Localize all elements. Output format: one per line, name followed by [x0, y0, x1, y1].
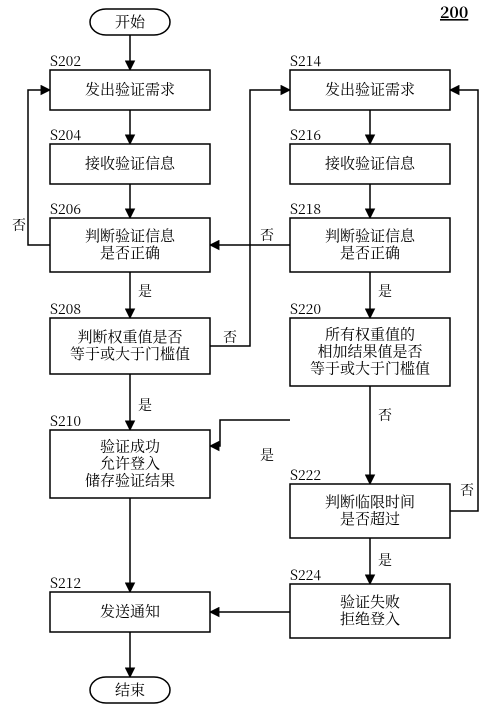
step-label-11: S220 [290, 299, 321, 319]
flowchart-canvas: 开始结束发出验证需求接收验证信息判断验证信息是否正确判断权重值是否等于或大于门槛… [0, 0, 500, 709]
edge-label-8: 否 [223, 327, 237, 347]
edge-label-3: 是 [138, 281, 152, 301]
node-s212: 发送通知 [50, 592, 210, 632]
node-s218: 判断验证信息是否正确 [290, 218, 450, 272]
node-s204-line0: 接收验证信息 [85, 153, 176, 174]
edge-label-15: 是 [378, 550, 392, 570]
node-s206-line1: 是否正确 [100, 242, 160, 263]
step-label-5: S212 [50, 573, 81, 593]
node-s208-line1: 等于或大于门槛值 [70, 343, 190, 364]
node-s208: 判断权重值是否等于或大于门槛值 [50, 318, 210, 374]
step-label-4: S210 [50, 411, 81, 431]
node-s224-line1: 拒绝登入 [340, 608, 400, 629]
edge-label-4: 是 [138, 395, 152, 415]
step-label-19: S214 [290, 51, 321, 71]
figure-number: 200 [440, 0, 468, 23]
node-s202: 发出验证需求 [50, 70, 210, 110]
node-s222-line1: 是否超过 [340, 508, 400, 529]
edge-8 [210, 90, 290, 346]
node-s216-line0: 接收验证信息 [325, 153, 416, 174]
edge-16 [450, 90, 478, 511]
edge-label-12: 否 [260, 225, 274, 245]
step-label-18: S202 [50, 51, 81, 71]
edge-13 [210, 420, 290, 446]
step-label-14: S222 [290, 465, 321, 485]
node-s204: 接收验证信息 [50, 144, 210, 184]
edge-label-11: 是 [378, 281, 392, 301]
step-label-3: S208 [50, 299, 81, 319]
step-label-10: S218 [290, 199, 321, 219]
node-s206: 判断验证信息是否正确 [50, 218, 210, 272]
node-s218-line1: 是否正确 [340, 242, 400, 263]
edge-label-16: 否 [460, 480, 474, 500]
node-s210: 验证成功允许登入储存验证结果 [50, 430, 210, 498]
node-s224: 验证失败拒绝登入 [290, 584, 450, 638]
start-label: 开始 [115, 11, 146, 32]
step-label-1: S204 [50, 125, 81, 145]
node-s210-line2: 储存验证结果 [85, 470, 175, 491]
edge-label-13: 是 [260, 445, 274, 465]
end-label: 结束 [115, 679, 145, 700]
node-s222: 判断临限时间是否超过 [290, 484, 450, 538]
end-terminal: 结束 [90, 677, 170, 703]
start-terminal: 开始 [90, 9, 170, 35]
node-s214-line0: 发出验证需求 [325, 79, 415, 100]
node-s216: 接收验证信息 [290, 144, 450, 184]
step-label-2: S206 [50, 199, 81, 219]
edge-label-14: 否 [378, 405, 392, 425]
edge-label-7: 否 [12, 215, 26, 235]
node-s220-line2: 等于或大于门槛值 [310, 358, 430, 379]
edge-7 [28, 90, 50, 245]
node-s220: 所有权重值的相加结果值是否等于或大于门槛值 [290, 318, 450, 386]
node-s214: 发出验证需求 [290, 70, 450, 110]
node-s202-line0: 发出验证需求 [85, 79, 175, 100]
step-label-9: S216 [290, 125, 321, 145]
node-s212-line0: 发送通知 [100, 601, 160, 622]
step-label-15: S224 [290, 565, 321, 585]
